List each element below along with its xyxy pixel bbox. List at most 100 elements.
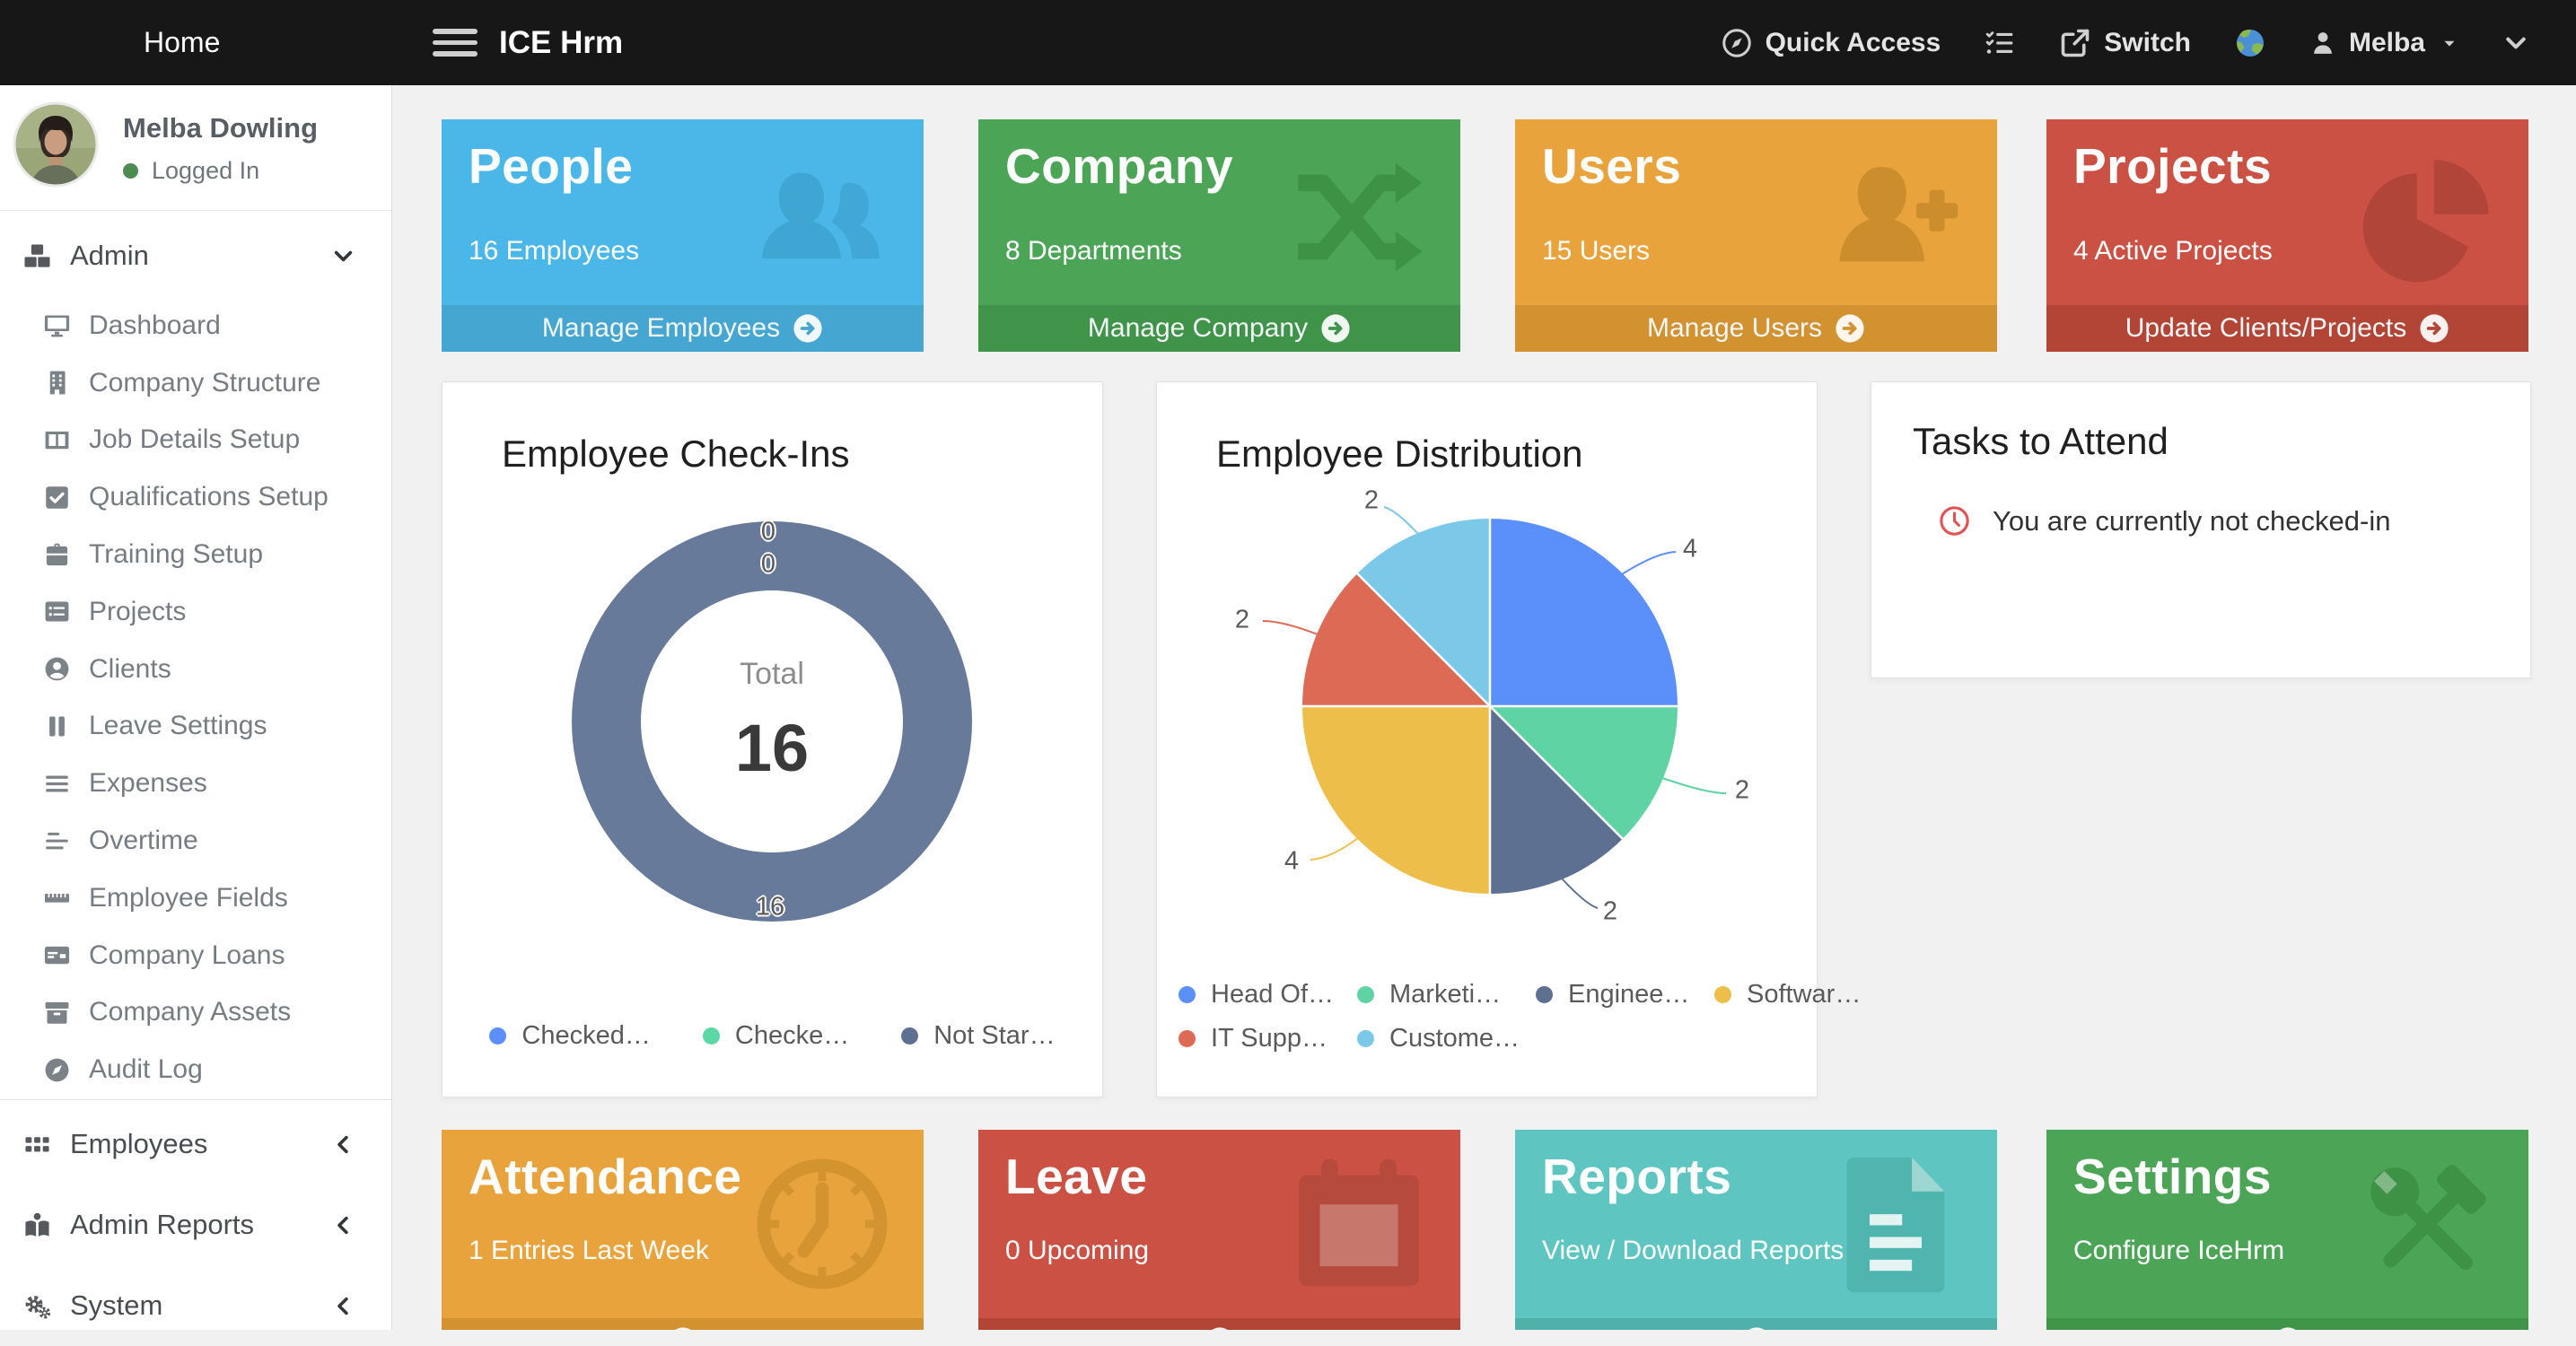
compass-icon [1721,27,1753,59]
legend-label: IT Supp… [1211,1024,1328,1053]
avatar[interactable] [13,101,99,188]
slice-value-label: 2 [1234,605,1250,634]
user-icon [2309,30,2336,57]
settings-card[interactable]: Settings Configure IceHrm [2046,1130,2528,1330]
sidebar-item-clients[interactable]: Clients [0,641,391,698]
reports-card[interactable]: Reports View / Download Reports [1515,1130,1997,1330]
switch-button[interactable]: Switch [2059,27,2191,59]
calendar-icon [1281,1146,1437,1302]
attendance-card[interactable]: Attendance 1 Entries Last Week [442,1130,924,1330]
manage-company-link[interactable]: Manage Company [978,305,1460,352]
manage-users-link[interactable]: Manage Users [1515,305,1997,352]
legend-item-engineering[interactable]: Enginee… [1536,980,1714,1010]
sidebar-item-qualifications-setup[interactable]: Qualifications Setup [0,468,391,526]
legend-item-customer-support[interactable]: Custome… [1357,1024,1536,1053]
chevron-down-icon [331,244,355,268]
compass-icon [43,1056,71,1084]
settings-footer-link[interactable] [2046,1318,2528,1330]
navbar-collapse-button[interactable] [2502,30,2529,57]
document-icon [1818,1146,1974,1302]
item-label: Employee Fields [89,882,288,913]
navbar-actions: Quick Access Switch Melba [1721,0,2529,85]
legend-label: Not Star… [933,1021,1056,1050]
quick-access-label: Quick Access [1765,27,1941,57]
section-label: Employees [70,1128,208,1159]
language-selector[interactable] [2234,27,2266,59]
sidebar-item-job-details-setup[interactable]: Job Details Setup [0,412,391,469]
sidebar-item-company-assets[interactable]: Company Assets [0,984,391,1042]
list-icon [43,598,71,625]
sidebar-item-expenses[interactable]: Expenses [0,755,391,812]
legend-label: Head Of… [1211,980,1334,1009]
legend-dot [1536,986,1553,1003]
legend-item-it-support[interactable]: IT Supp… [1178,1024,1357,1053]
sidebar-item-company-structure[interactable]: Company Structure [0,354,391,412]
legend-item-marketing[interactable]: Marketi… [1357,980,1536,1010]
sidebar-section-system[interactable]: System [0,1265,391,1346]
leave-footer-link[interactable] [978,1318,1460,1330]
legend-item-software[interactable]: Softwar… [1714,980,1893,1010]
sidebar-section-employees[interactable]: Employees [0,1104,391,1184]
card-title: Users [1542,138,1682,194]
clock-icon [1938,504,1971,538]
task-list-button[interactable] [1984,27,2016,59]
legend-item-not-started[interactable]: Not Star… [901,1021,1056,1051]
card-subtitle: View / Download Reports [1542,1236,1844,1265]
card-subtitle: 15 Users [1542,236,1651,266]
legend-dot [1357,986,1374,1003]
distribution-pie-chart[interactable] [1302,519,1678,894]
gears-icon [22,1291,52,1321]
status-label: Logged In [152,157,260,184]
user-profile-card: Melba Dowling Logged In [0,85,391,211]
quick-access-button[interactable]: Quick Access [1721,27,1941,59]
update-clients-projects-link[interactable]: Update Clients/Projects [2046,305,2528,352]
sidebar-item-dashboard[interactable]: Dashboard [0,297,391,354]
align-left-icon [43,827,71,855]
legend-dot [702,1027,720,1044]
legend-dot [1178,986,1196,1003]
donut-total-label: Total [740,657,804,691]
sidebar-sections: Employees Admin Reports System [0,1099,391,1346]
legend-item-checked-in[interactable]: Checked… [489,1021,651,1051]
switch-icon [2059,27,2091,59]
leave-card[interactable]: Leave 0 Upcoming [978,1130,1460,1330]
hamburger-menu-icon[interactable] [433,29,478,57]
projects-card[interactable]: Projects 4 Active Projects Update Client… [2046,119,2528,352]
slice-value-label: 4 [1682,534,1698,564]
sidebar-item-leave-settings[interactable]: Leave Settings [0,698,391,756]
card-title: People [469,138,634,194]
legend-item-head-office[interactable]: Head Of… [1178,980,1357,1010]
sidebar-item-company-loans[interactable]: Company Loans [0,927,391,984]
home-link[interactable]: Home [144,26,221,58]
panel-title: Employee Check-Ins [502,433,850,475]
sidebar-item-projects[interactable]: Projects [0,583,391,641]
sidebar-item-audit-log[interactable]: Audit Log [0,1041,391,1098]
reports-footer-link[interactable] [1515,1318,1997,1330]
users-card[interactable]: Users 15 Users Manage Users [1515,119,1997,352]
sidebar-item-employee-fields[interactable]: Employee Fields [0,870,391,927]
panel-title: Tasks to Attend [1913,420,2169,462]
manage-employees-link[interactable]: Manage Employees [442,305,924,352]
sidebar: Melba Dowling Logged In Admin Dashboard … [0,85,392,1330]
item-label: Company Loans [89,940,285,970]
attendance-footer-link[interactable] [442,1318,924,1330]
sidebar-item-overtime[interactable]: Overtime [0,812,391,870]
company-card[interactable]: Company 8 Departments Manage Company [978,119,1460,352]
item-label: Audit Log [89,1054,203,1085]
legend-dot [489,1027,507,1044]
card-title: Projects [2073,138,2273,194]
chevron-left-icon [331,1213,355,1237]
legend-item-checked-out[interactable]: Checke… [702,1021,849,1051]
people-card[interactable]: People 16 Employees Manage Employees [442,119,924,352]
user-name: Melba Dowling [123,112,318,144]
item-label: Expenses [89,768,207,799]
slice-value-label: 2 [1363,485,1380,515]
user-menu[interactable]: Melba [2309,28,2459,58]
legend-dot [1714,986,1731,1003]
user-plus-icon [1823,146,1965,288]
sidebar-section-admin-reports[interactable]: Admin Reports [0,1184,391,1265]
shuffle-icon [1286,146,1428,288]
sidebar-section-admin[interactable]: Admin [0,227,391,284]
sidebar-item-training-setup[interactable]: Training Setup [0,526,391,583]
employee-checkins-panel: Employee Check-Ins Total 16 0 0 16 Check… [442,381,1103,1097]
